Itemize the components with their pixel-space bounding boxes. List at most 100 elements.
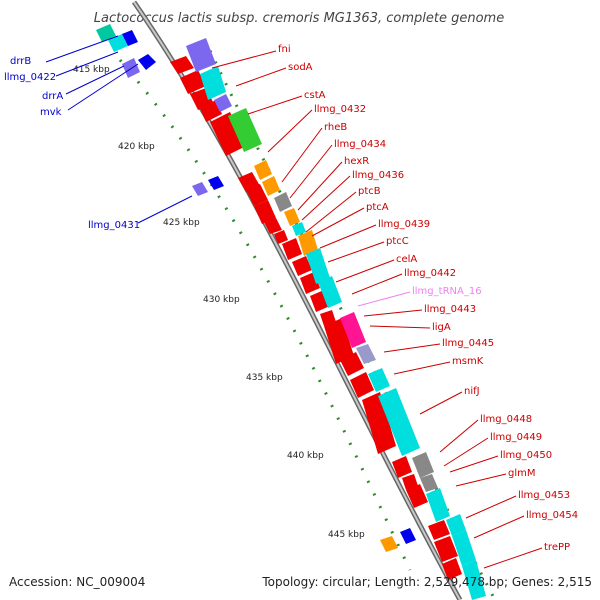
cog-block — [228, 108, 262, 152]
gene-label: fni — [278, 44, 291, 55]
gene-label: llmg_0422 — [4, 72, 56, 83]
cog-block — [254, 160, 272, 180]
cog-block — [292, 222, 306, 236]
reverse-features — [96, 24, 416, 552]
cds-arrow — [406, 484, 428, 508]
forward-gene-labels: fni sodA cstA llmg_0432 rheB llmg_0434 h… — [278, 44, 578, 553]
gene-label: drrA — [42, 91, 63, 102]
gene-label: mvk — [40, 107, 62, 118]
kbp-label: 425 kbp — [163, 218, 200, 228]
gene-label: llmg_0439 — [378, 219, 430, 230]
gene-label: celA — [396, 254, 417, 265]
gene-label: llmg_0453 — [518, 490, 570, 501]
cog-block — [262, 176, 280, 196]
gene-label: cstA — [304, 90, 326, 101]
kbp-label: 415 kbp — [73, 65, 110, 75]
kbp-label: 420 kbp — [118, 142, 155, 152]
forward-features — [170, 38, 486, 600]
feature-arrow — [138, 54, 156, 70]
cds-arrow — [180, 70, 206, 94]
gene-label: llmg_0450 — [500, 450, 552, 461]
cds-arrow — [434, 536, 458, 562]
gene-label: llmg_0443 — [424, 304, 476, 315]
reverse-label-lines — [45, 35, 193, 224]
gene-label: llmg_0454 — [526, 510, 578, 521]
gene-label: ligA — [432, 322, 451, 333]
cds-arrow — [392, 456, 412, 478]
cds-arrow — [210, 112, 246, 156]
feature-block — [108, 34, 128, 52]
accession-text: Accession: NC_009004 — [9, 575, 145, 589]
cds-arrow — [442, 558, 462, 580]
cds-arrow — [340, 352, 364, 376]
gene-label: glmM — [508, 468, 536, 479]
cog-block — [318, 276, 342, 308]
cds-arrow — [282, 238, 302, 260]
cog-block — [378, 388, 420, 456]
feature-arrow — [122, 30, 138, 46]
feature-block — [96, 24, 116, 42]
cds-arrow — [200, 100, 222, 122]
kbp-label: 435 kbp — [246, 373, 283, 383]
cds-arrow — [428, 520, 450, 540]
cog-block — [452, 530, 476, 566]
gene-label: rheB — [324, 122, 347, 133]
cds-arrow — [246, 184, 268, 206]
feature-arrow — [400, 528, 416, 544]
backbone-inner — [133, 1, 461, 600]
cds-arrow — [350, 372, 374, 398]
cds-arrow — [362, 392, 396, 454]
cds-arrow — [170, 56, 194, 74]
kbp-label: 440 kbp — [287, 451, 324, 461]
cog-block — [412, 452, 434, 478]
gene-label: llmg_0449 — [490, 432, 542, 443]
gene-label: llmg_0431 — [88, 220, 140, 231]
gene-label: llmg_0442 — [404, 268, 456, 279]
gene-label: ptcB — [358, 186, 381, 197]
cds-arrow — [274, 230, 288, 244]
gene-label: drrB — [10, 56, 31, 67]
feature-block — [192, 182, 208, 196]
scale-line-inner — [118, 59, 412, 571]
kbp-markers: 415 kbp 420 kbp 425 kbp 430 kbp 435 kbp … — [73, 65, 365, 540]
cog-block — [446, 514, 466, 536]
feature-arrow — [208, 176, 224, 190]
cds-arrow — [292, 256, 312, 276]
gene-label: msmK — [452, 356, 484, 367]
gene-label: llmg_0445 — [442, 338, 494, 349]
gene-label: nifJ — [464, 386, 480, 397]
forward-label-lines — [211, 50, 543, 569]
gene-label: ptcA — [366, 202, 389, 213]
kbp-label: 445 kbp — [328, 530, 365, 540]
cog-block — [214, 94, 232, 112]
gene-label: hexR — [344, 156, 369, 167]
cds-arrow — [324, 318, 354, 364]
feature-block — [380, 536, 398, 552]
cog-block — [340, 312, 366, 348]
gene-label: llmg_0434 — [334, 139, 386, 150]
gene-label: sodA — [288, 62, 313, 73]
cds-arrow — [264, 218, 282, 234]
cog-block — [274, 192, 292, 212]
cog-block — [306, 248, 330, 284]
feature-block — [122, 58, 140, 78]
cog-block — [462, 560, 486, 600]
cds-arrow — [254, 200, 276, 224]
cog-block — [368, 368, 390, 392]
cog-block — [426, 488, 450, 522]
reverse-gene-labels: drrB llmg_0422 drrA mvk llmg_0431 — [4, 56, 140, 231]
backbone-outer — [131, 0, 463, 600]
cds-arrow — [402, 474, 418, 490]
cog-block — [186, 38, 216, 72]
kbp-label: 430 kbp — [203, 295, 240, 305]
cog-block — [284, 208, 300, 226]
summary-text: Topology: circular; Length: 2,529,478 bp… — [261, 575, 592, 589]
gene-label: llmg_0436 — [352, 170, 404, 181]
cog-block — [200, 66, 226, 100]
gene-label: ptcC — [386, 236, 409, 247]
cog-block — [356, 344, 376, 364]
gene-label: trePP — [544, 542, 570, 553]
gene-label: llmg_0432 — [314, 104, 366, 115]
cog-block — [420, 474, 438, 492]
